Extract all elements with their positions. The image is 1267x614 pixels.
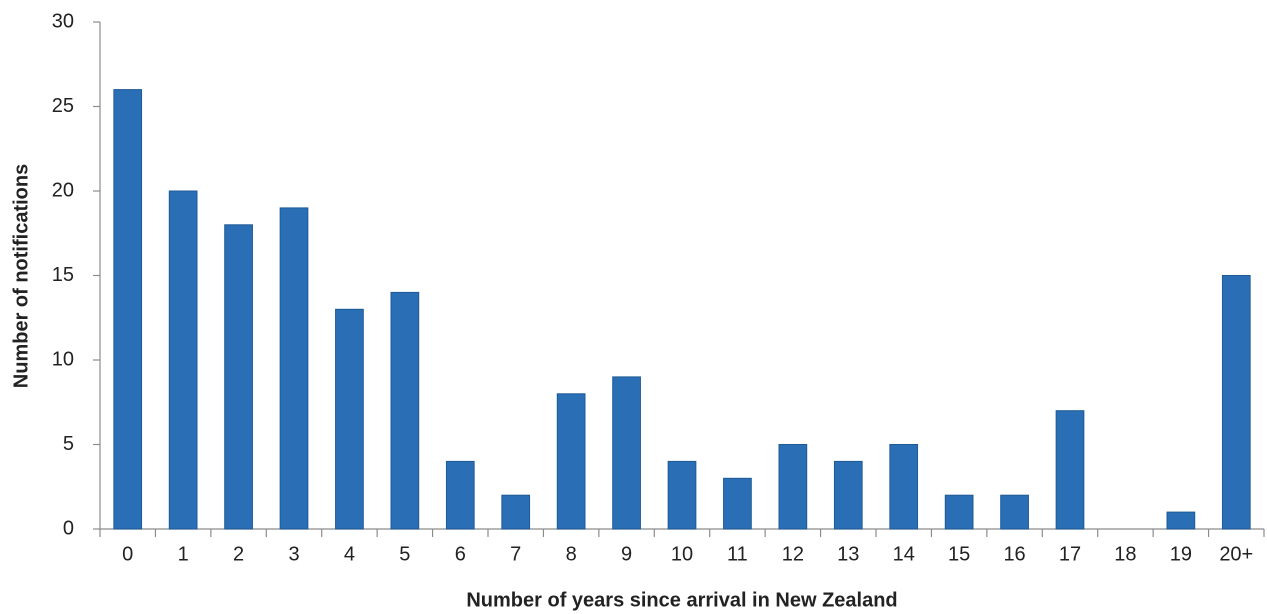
bar xyxy=(445,460,475,530)
bar xyxy=(168,190,198,530)
x-tick-label: 10 xyxy=(671,543,693,565)
bar xyxy=(889,444,919,530)
x-tick-label: 14 xyxy=(893,543,915,565)
bar xyxy=(667,460,697,530)
y-tick-label: 20 xyxy=(52,179,74,201)
y-tick-label: 5 xyxy=(63,433,74,455)
bar xyxy=(1221,275,1251,530)
x-tick-label: 9 xyxy=(621,543,632,565)
x-tick-label: 12 xyxy=(782,543,804,565)
bar xyxy=(113,89,143,530)
x-tick-label: 19 xyxy=(1170,543,1192,565)
x-tick-label: 11 xyxy=(727,543,748,565)
x-axis-title: Number of years since arrival in New Zea… xyxy=(466,589,897,611)
bar xyxy=(224,224,253,530)
bar xyxy=(390,291,420,530)
x-tick-label: 15 xyxy=(948,543,970,565)
bar xyxy=(501,494,531,530)
x-tick-label: 13 xyxy=(837,543,859,565)
x-tick-label: 7 xyxy=(510,543,521,565)
y-tick-label: 10 xyxy=(52,348,74,370)
x-tick-label: 1 xyxy=(178,543,189,565)
x-tick-label: 8 xyxy=(566,543,577,565)
bar xyxy=(1000,494,1029,530)
x-tick-label: 5 xyxy=(399,543,410,565)
bar xyxy=(1055,410,1085,530)
x-tick-label: 3 xyxy=(288,543,299,565)
bar xyxy=(279,207,309,530)
bar xyxy=(1166,511,1196,530)
x-tick-label: 2 xyxy=(233,543,244,565)
bar xyxy=(612,376,641,530)
x-tick-label: 4 xyxy=(344,543,355,565)
x-tick-label: 20+ xyxy=(1219,543,1253,565)
x-tick-label: 18 xyxy=(1114,543,1136,565)
y-axis-title: Number of notifications xyxy=(10,164,32,388)
bar xyxy=(944,494,974,530)
bar xyxy=(778,444,808,530)
y-tick-label: 30 xyxy=(52,10,74,32)
x-tick-label: 0 xyxy=(122,543,133,565)
y-tick-label: 0 xyxy=(63,517,74,539)
bar xyxy=(833,460,863,530)
bar xyxy=(335,308,364,530)
x-tick-label: 6 xyxy=(455,543,466,565)
bar xyxy=(556,393,586,530)
bar xyxy=(723,477,752,530)
x-tick-label: 16 xyxy=(1003,543,1025,565)
x-tick-label: 17 xyxy=(1059,543,1081,565)
y-tick-label: 25 xyxy=(52,95,74,117)
y-tick-label: 15 xyxy=(52,264,74,286)
